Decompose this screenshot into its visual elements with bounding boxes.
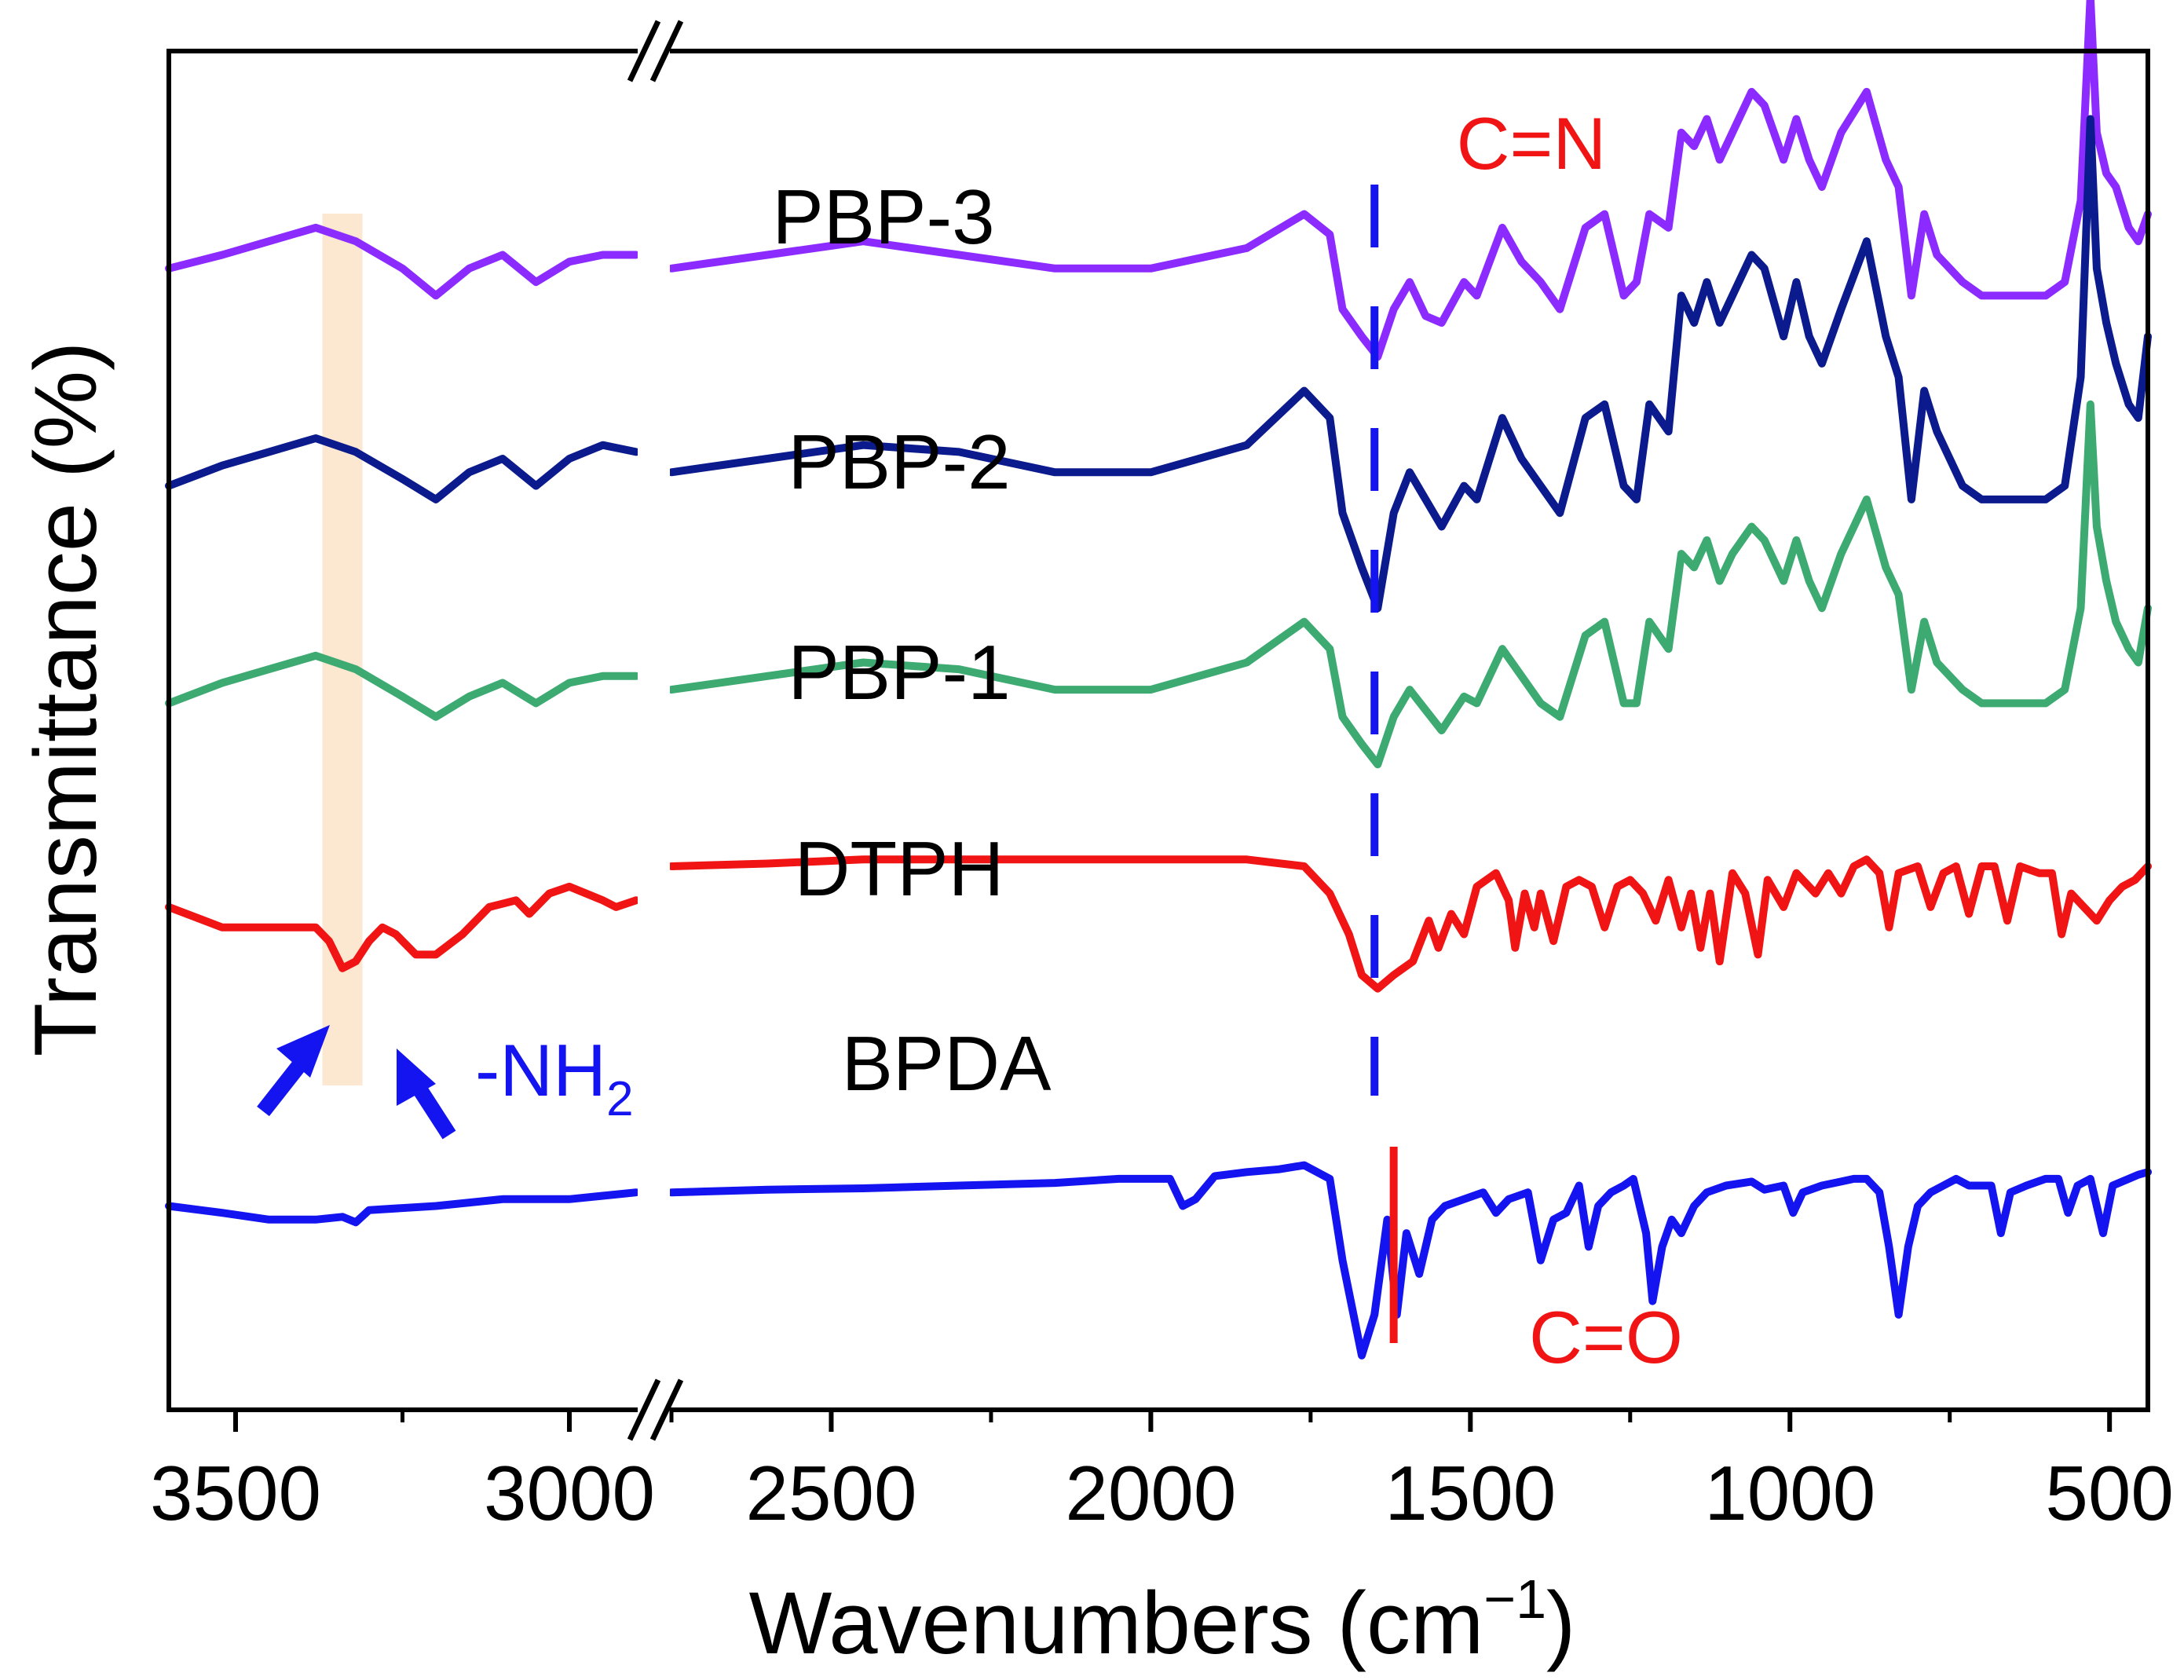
series-line-dtph-segment-2 (668, 855, 2152, 993)
axis-break-slash (649, 1378, 684, 1441)
x-axis-label: Wavenumbers (cm−1) (749, 1568, 1576, 1672)
series-line-pbp-1-segment-1 (165, 651, 640, 721)
series-line-pbp-3-segment-1 (165, 223, 640, 300)
series-line-bpda-segment-1 (165, 1188, 640, 1227)
annotation-c-n: C=N (1457, 102, 1607, 185)
x-tick-label-2000: 2000 (1065, 1450, 1236, 1536)
y-axis-label: Transmittance (%) (16, 342, 115, 1057)
annotation-c-o: C=O (1529, 1296, 1683, 1378)
series-label-dtph: DTPH (795, 825, 1004, 912)
axis-break-slash (649, 20, 684, 82)
annotation-nh2: -NH2 (475, 1029, 634, 1126)
x-tick-label-3000: 3000 (484, 1450, 655, 1536)
arrow-icon (397, 1049, 456, 1140)
plot-frame (166, 49, 2150, 1412)
series-label-pbp-1: PBP-1 (788, 629, 1010, 716)
series-line-pbp-2-segment-2 (668, 115, 2152, 613)
series-layer (165, 0, 2152, 1407)
series-line-bpda-segment-2 (668, 1161, 2152, 1360)
x-axis-ticks: 3500 3000 2500 2000 1500 1000 500 (150, 1410, 2174, 1536)
x-tick-label-2500: 2500 (745, 1450, 916, 1536)
axis-break-strip (638, 54, 670, 1407)
series-line-pbp-1-segment-2 (668, 400, 2152, 769)
axis-break-slash (627, 1378, 661, 1441)
x-tick-label-500: 500 (2045, 1450, 2174, 1536)
series-line-pbp-3-segment-2 (668, 0, 2152, 361)
nh2-arrows (257, 1025, 456, 1140)
series-label-bpda: BPDA (842, 1020, 1052, 1107)
series-line-pbp-2-segment-1 (165, 434, 640, 503)
x-tick-label-1500: 1500 (1385, 1450, 1556, 1536)
axis-break-slash (627, 20, 661, 82)
x-tick-label-3500: 3500 (150, 1450, 321, 1536)
axis-break-marks (627, 20, 684, 1441)
series-label-pbp-2: PBP-2 (788, 419, 1010, 505)
series-label-pbp-3: PBP-3 (772, 174, 994, 260)
arrow-icon (257, 1025, 330, 1117)
x-tick-label-1000: 1000 (1704, 1450, 1875, 1536)
series-line-dtph-segment-1 (165, 882, 640, 972)
